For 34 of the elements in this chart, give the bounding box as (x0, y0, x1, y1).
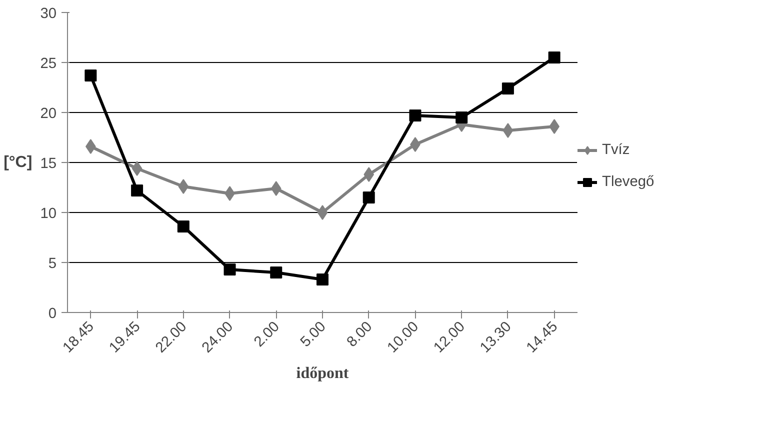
legend-label: Tvíz (602, 142, 630, 158)
point (178, 179, 189, 194)
point (502, 82, 514, 94)
point (502, 123, 514, 138)
x-tick-label: 5.00 (298, 318, 330, 350)
point (270, 266, 282, 278)
legend-label: Tlevegő (602, 174, 654, 190)
point (316, 274, 328, 286)
point (270, 181, 282, 196)
point (364, 167, 374, 182)
point (410, 137, 420, 152)
point (362, 192, 375, 204)
point (549, 119, 560, 134)
point (132, 161, 142, 176)
y-tick-label: 30 (40, 6, 57, 22)
x-axis-title: időpont (296, 365, 350, 382)
point (224, 264, 236, 276)
y-tick-label: 5 (48, 256, 57, 272)
point (86, 139, 96, 154)
point (409, 110, 422, 122)
point (317, 205, 328, 220)
point (177, 220, 190, 232)
y-tick-label: 20 (40, 106, 57, 122)
y-tick-label: 10 (40, 206, 57, 222)
y-tick-label: 0 (48, 306, 57, 322)
point (224, 186, 235, 201)
point (456, 112, 468, 124)
y-axis-title: [°C] (4, 154, 32, 171)
y-tick-label: 25 (40, 56, 57, 72)
y-tick-label: 15 (40, 156, 57, 172)
point (84, 70, 97, 82)
x-tick-label: 8.00 (344, 318, 376, 350)
point (548, 52, 560, 64)
point (131, 184, 144, 196)
